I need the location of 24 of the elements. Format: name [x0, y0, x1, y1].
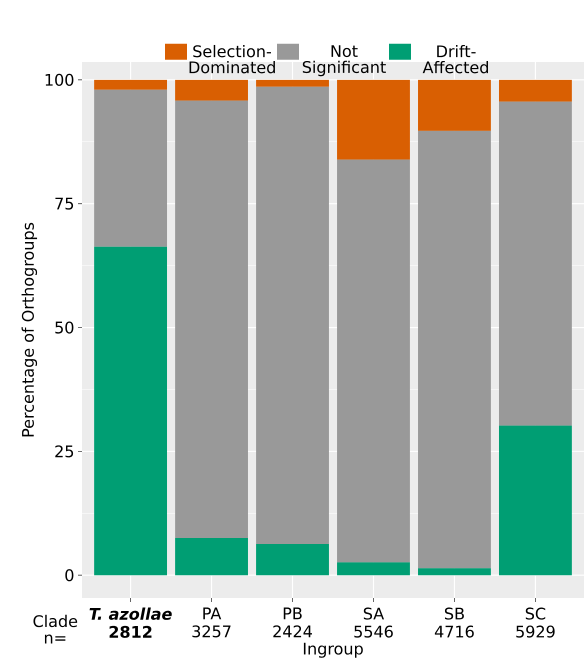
y-tick-label: 75: [55, 198, 74, 210]
x-tick-label: SB: [444, 608, 464, 620]
text: 5929: [516, 626, 555, 638]
text: 4716: [434, 626, 474, 638]
legend-label: Drift-Affected: [422, 44, 488, 74]
y-axis-title: Percentage of Orthogroups: [22, 222, 38, 436]
text: Clade: [33, 614, 78, 628]
x-tick-label: T. azollae: [90, 608, 172, 620]
y-tick-label: 25: [55, 445, 74, 458]
legend-label: Selection-Dominated: [190, 44, 275, 74]
y-tick-label: 100: [46, 74, 74, 86]
legend-label: Not Significant: [302, 45, 386, 76]
y-tick-label: 50: [55, 321, 74, 334]
x-tick-label: SC: [526, 608, 546, 620]
text: 3257: [192, 625, 231, 638]
text: n=: [44, 634, 66, 644]
x-axis-title: Ingroup: [304, 642, 363, 658]
x-tick-label: PB: [284, 608, 302, 620]
text: 2812: [110, 626, 152, 638]
x-tick-label: PA: [203, 608, 222, 620]
x-tick-label: SA: [364, 608, 384, 620]
text: 5546: [354, 626, 393, 638]
text: 2424: [273, 625, 312, 638]
y-tick-label: 0: [65, 569, 74, 582]
